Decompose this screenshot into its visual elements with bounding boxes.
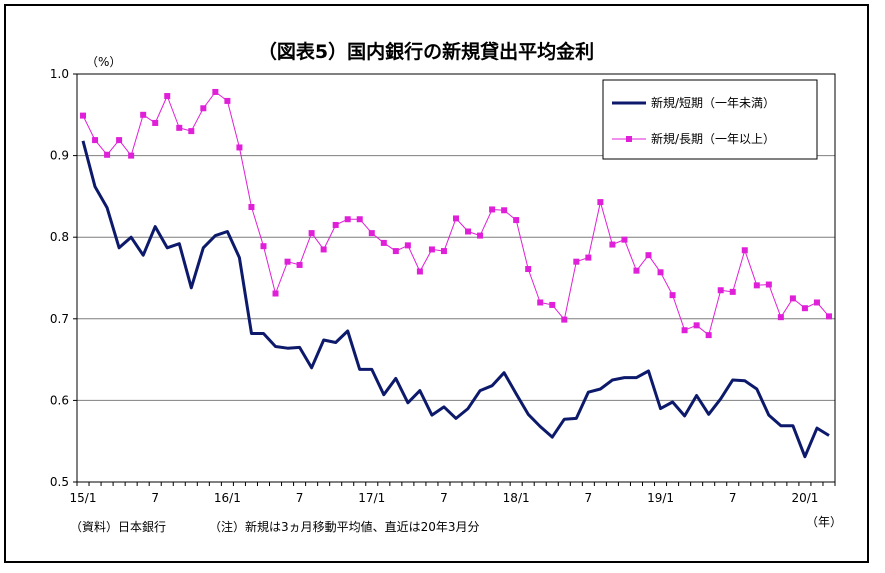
data-point-long-term: [693, 322, 700, 329]
data-point-long-term: [368, 230, 375, 237]
data-point-long-term: [380, 239, 387, 246]
data-point-long-term: [308, 230, 315, 237]
data-point-long-term: [164, 93, 171, 100]
data-point-long-term: [813, 299, 820, 306]
data-point-long-term: [537, 299, 544, 306]
data-point-long-term: [248, 204, 255, 211]
data-point-long-term: [200, 105, 207, 112]
y-tick-label: 0.9: [50, 149, 69, 163]
x-tick-label: 20/1: [791, 491, 818, 505]
legend-label-short-term: 新規/短期（一年未満）: [651, 95, 775, 110]
gridlines: [77, 155, 835, 401]
x-axis-ticks: 15/1 7 16/1 7 17/1 7 18/1 7 19/1 7 20/1: [70, 482, 836, 505]
plot-area: [76, 73, 836, 483]
data-point-long-term: [489, 206, 496, 213]
x-tick-label: 7: [585, 491, 593, 505]
data-point-long-term: [513, 217, 520, 224]
data-point-long-term: [356, 216, 363, 223]
data-point-long-term: [440, 248, 447, 255]
legend: 新規/短期（一年未満） 新規/長期（一年以上）: [602, 79, 818, 160]
data-point-long-term: [633, 267, 640, 274]
x-tick-label: 18/1: [503, 491, 530, 505]
data-point-long-term: [789, 295, 796, 302]
chart-title: （図表5）国内銀行の新規貸出平均金利: [258, 40, 594, 63]
data-point-long-term: [260, 243, 267, 250]
y-tick-label: 0.8: [50, 230, 69, 244]
data-point-long-term: [657, 269, 664, 276]
data-point-long-term: [224, 97, 231, 104]
data-point-long-term: [477, 232, 484, 239]
data-point-long-term: [717, 287, 724, 294]
data-point-long-term: [188, 128, 195, 135]
data-point-long-term: [765, 281, 772, 288]
data-point-long-term: [236, 144, 243, 151]
y-axis-ticks: 0.5 0.6 0.7 0.8 0.9 1.0: [50, 67, 77, 489]
data-point-long-term: [416, 268, 423, 275]
x-tick-label: 7: [296, 491, 304, 505]
y-tick-label: 1.0: [50, 67, 69, 81]
legend-marker-long-term: [626, 136, 632, 142]
data-point-long-term: [669, 292, 676, 299]
y-tick-label: 0.7: [50, 312, 69, 326]
data-point-long-term: [428, 246, 435, 253]
data-point-long-term: [597, 199, 604, 206]
data-point-long-term: [272, 290, 279, 297]
chart-frame: （図表5）国内銀行の新規貸出平均金利 （%） 0.5 0.6 0.7 0.8 0.9 1.…: [4, 4, 869, 563]
x-tick-label: 15/1: [70, 491, 97, 505]
data-point-long-term: [525, 266, 532, 273]
data-point-long-term: [729, 288, 736, 295]
x-tick-label: 17/1: [358, 491, 385, 505]
data-point-long-term: [741, 247, 748, 254]
data-point-long-term: [561, 316, 568, 323]
data-point-long-term: [621, 236, 628, 243]
data-point-long-term: [645, 252, 652, 259]
y-tick-label: 0.5: [50, 475, 69, 489]
y-axis-unit: （%）: [86, 55, 121, 69]
data-point-long-term: [465, 228, 472, 235]
data-point-long-term: [453, 215, 459, 222]
data-point-long-term: [296, 261, 303, 268]
data-point-long-term: [404, 242, 411, 249]
data-point-long-term: [152, 119, 159, 126]
data-point-long-term: [128, 152, 135, 159]
data-point-long-term: [549, 301, 556, 308]
x-tick-label: 19/1: [647, 491, 674, 505]
data-point-long-term: [284, 258, 291, 265]
data-point-long-term: [573, 258, 580, 265]
data-point-long-term: [392, 248, 399, 255]
y-tick-label: 0.6: [50, 393, 69, 407]
legend-box: [602, 79, 818, 160]
data-point-long-term: [753, 282, 760, 289]
x-tick-label: 7: [151, 491, 159, 505]
x-axis-unit: （年）: [806, 515, 842, 529]
data-point-long-term: [332, 221, 339, 228]
x-tick-label: 16/1: [214, 491, 241, 505]
data-point-long-term: [344, 216, 351, 223]
line-chart: （図表5）国内銀行の新規貸出平均金利 （%） 0.5 0.6 0.7 0.8 0.9 1.…: [50, 40, 842, 534]
footnote-note: （注）新規は3ヵ月移動平均値、直近は20年3月分: [209, 519, 480, 534]
x-tick-label: 7: [440, 491, 448, 505]
data-point-long-term: [320, 246, 327, 253]
series-layer: [80, 88, 832, 459]
data-point-long-term: [777, 314, 784, 321]
data-point-long-term: [609, 241, 616, 248]
data-point-long-term: [705, 332, 712, 339]
x-tick-label: 7: [729, 491, 737, 505]
data-point-long-term: [80, 112, 87, 119]
series-line-short-term: [81, 140, 830, 459]
data-point-long-term: [104, 151, 111, 158]
data-point-long-term: [681, 327, 688, 334]
data-point-long-term: [176, 124, 183, 131]
data-point-long-term: [825, 313, 832, 320]
data-point-long-term: [801, 305, 808, 312]
data-point-long-term: [501, 207, 508, 214]
data-point-long-term: [212, 88, 219, 95]
legend-label-long-term: 新規/長期（一年以上）: [651, 131, 775, 146]
footnote-source: （資料）日本銀行: [70, 520, 166, 534]
data-point-long-term: [140, 111, 147, 118]
data-point-long-term: [585, 254, 592, 261]
data-point-long-term: [92, 137, 99, 144]
data-point-long-term: [116, 137, 123, 144]
